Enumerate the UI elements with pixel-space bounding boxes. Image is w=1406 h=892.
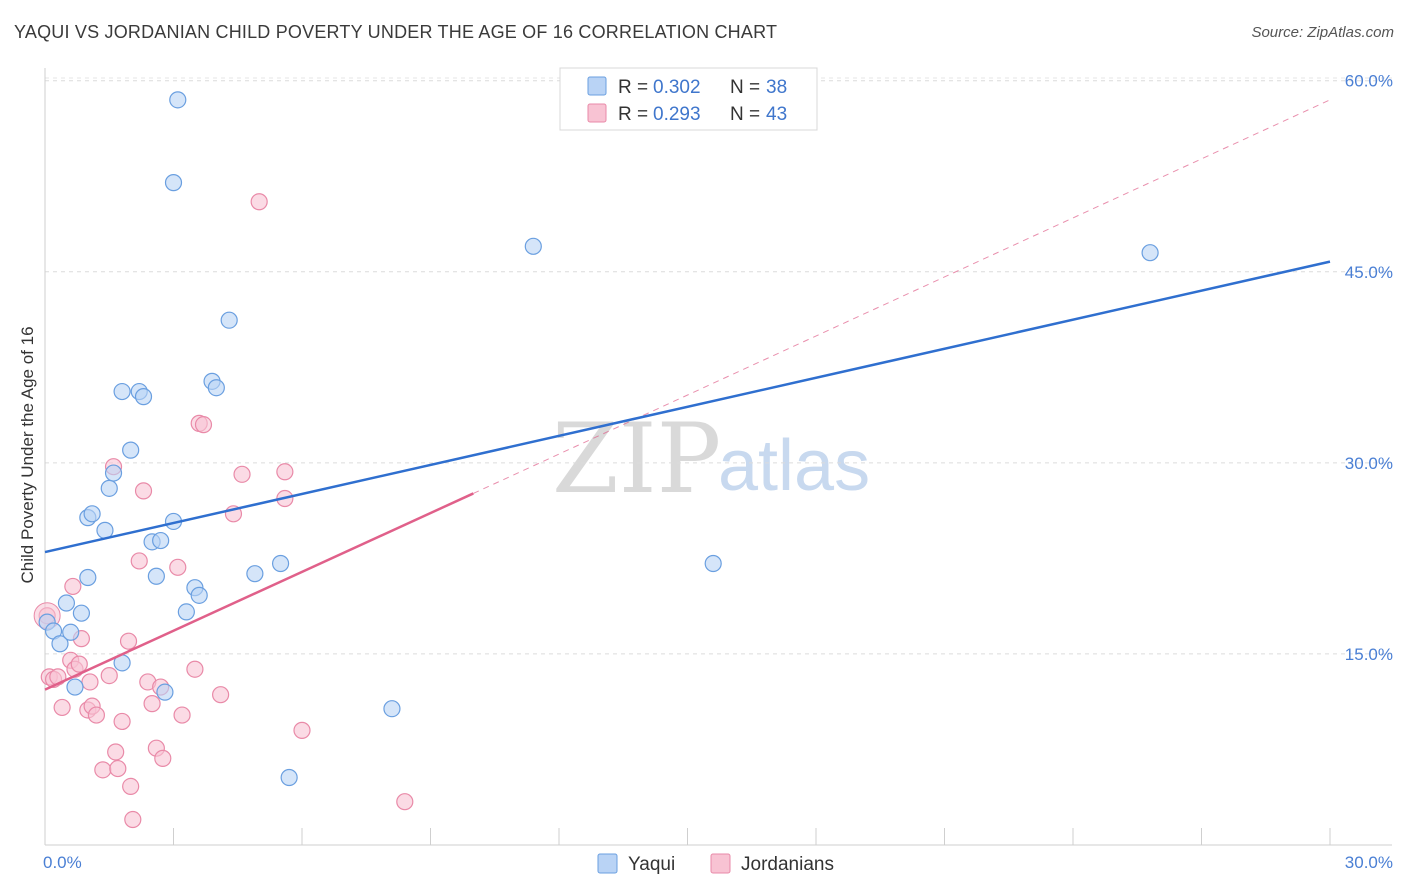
legend-n-value-jordanians: 43 bbox=[766, 104, 787, 125]
y-tick-label: 15.0% bbox=[1345, 645, 1393, 664]
yaqui-point bbox=[51, 635, 69, 653]
jordanians-point bbox=[293, 721, 311, 739]
legend-r-value-jordanians: 0.293 bbox=[653, 104, 701, 125]
jordanians-point bbox=[143, 695, 161, 713]
jordanians-point bbox=[64, 577, 82, 596]
jordanians-trend-extension bbox=[473, 99, 1331, 494]
yaqui-point bbox=[83, 505, 101, 523]
correlation-legend: R = 0.302 N = 38 R = 0.293 N = 43 bbox=[559, 67, 818, 131]
jordanians-point bbox=[130, 552, 148, 570]
yaqui-point bbox=[122, 441, 140, 459]
legend-n-label-jordanians: N = bbox=[730, 104, 760, 125]
jordanians-point bbox=[100, 666, 118, 685]
jordanians-point bbox=[154, 749, 172, 767]
yaqui-point bbox=[147, 567, 165, 585]
jordanians-point bbox=[169, 558, 187, 576]
legend-swatch-jordanians bbox=[587, 103, 607, 123]
yaqui-point bbox=[134, 388, 153, 406]
yaqui-trend-line bbox=[44, 260, 1331, 554]
yaqui-point bbox=[164, 174, 183, 192]
y-tick-label: 45.0% bbox=[1345, 263, 1393, 282]
yaqui-point bbox=[220, 311, 238, 329]
jordanians-point bbox=[173, 706, 191, 724]
jordanians-point bbox=[113, 712, 131, 731]
legend-swatch-yaqui bbox=[587, 76, 607, 96]
watermark-atlas: atlas bbox=[718, 426, 870, 506]
bottom-legend-swatch-yaqui bbox=[597, 853, 618, 874]
yaqui-point bbox=[383, 700, 401, 718]
yaqui-point bbox=[66, 678, 84, 696]
yaqui-point bbox=[72, 604, 91, 622]
jordanians-point bbox=[250, 193, 268, 211]
yaqui-point bbox=[704, 554, 722, 573]
y-tick-labels: 15.0% 30.0% 45.0% 60.0% bbox=[1345, 72, 1393, 664]
yaqui-point bbox=[524, 237, 542, 255]
y-axis-label: Child Poverty Under the Age of 16 bbox=[18, 326, 37, 583]
legend-n-label-yaqui: N = bbox=[730, 77, 760, 98]
x-tick-label-max: 30.0% bbox=[1345, 853, 1393, 872]
yaqui-point bbox=[57, 594, 76, 612]
jordanians-point bbox=[94, 761, 112, 779]
jordanians-point bbox=[194, 416, 213, 434]
yaqui-point bbox=[280, 768, 298, 787]
bottom-legend-label-jordanians: Jordanians bbox=[741, 854, 834, 875]
yaqui-point bbox=[156, 683, 174, 701]
y-tick-label: 30.0% bbox=[1345, 454, 1393, 473]
y-tick-label: 60.0% bbox=[1345, 72, 1393, 91]
jordanians-point bbox=[109, 759, 127, 778]
jordanians-trend-line bbox=[44, 492, 474, 691]
yaqui-point bbox=[271, 554, 290, 573]
jordanians-point bbox=[81, 673, 99, 691]
jordanians-point bbox=[119, 632, 138, 650]
chart-title: YAQUI VS JORDANIAN CHILD POVERTY UNDER T… bbox=[14, 22, 778, 42]
legend-r-label-jordanians: R = bbox=[618, 104, 648, 125]
jordanians-point bbox=[107, 743, 125, 761]
jordanians-point bbox=[87, 706, 106, 724]
axes bbox=[44, 68, 1392, 846]
trend-lines bbox=[44, 99, 1331, 691]
x-ticks bbox=[44, 828, 1331, 845]
yaqui-point bbox=[177, 603, 195, 621]
series-legend: Yaqui Jordanians bbox=[597, 853, 834, 875]
legend-r-value-yaqui: 0.302 bbox=[653, 77, 701, 98]
yaqui-point bbox=[1141, 244, 1159, 262]
legend-n-value-yaqui: 38 bbox=[766, 77, 787, 98]
yaqui-point bbox=[100, 479, 118, 497]
jordanians-point bbox=[134, 482, 153, 500]
jordanians-point bbox=[233, 465, 251, 483]
jordanians-point bbox=[186, 660, 204, 678]
yaqui-point bbox=[113, 382, 131, 401]
yaqui-points bbox=[38, 91, 1159, 787]
jordanians-point bbox=[122, 777, 140, 796]
jordanians-point bbox=[70, 655, 88, 673]
yaqui-point bbox=[190, 586, 208, 604]
jordanians-point bbox=[53, 698, 71, 717]
yaqui-point bbox=[169, 91, 187, 109]
legend-r-label-yaqui: R = bbox=[618, 77, 648, 98]
yaqui-point bbox=[207, 379, 225, 397]
yaqui-point bbox=[104, 464, 123, 482]
yaqui-point bbox=[79, 568, 97, 587]
watermark-zip: ZIP bbox=[552, 403, 721, 515]
jordanians-point bbox=[212, 686, 230, 704]
yaqui-point bbox=[152, 531, 170, 550]
bottom-legend-swatch-jordanians bbox=[710, 853, 731, 874]
bottom-legend-label-yaqui: Yaqui bbox=[628, 854, 675, 875]
source-credit: Source: ZipAtlas.com bbox=[1251, 24, 1394, 41]
yaqui-point bbox=[246, 565, 264, 583]
jordanians-point bbox=[276, 463, 294, 481]
yaqui-point bbox=[62, 623, 80, 641]
jordanians-point bbox=[124, 810, 142, 829]
x-tick-label-min: 0.0% bbox=[43, 853, 82, 872]
jordanians-point bbox=[396, 793, 414, 811]
